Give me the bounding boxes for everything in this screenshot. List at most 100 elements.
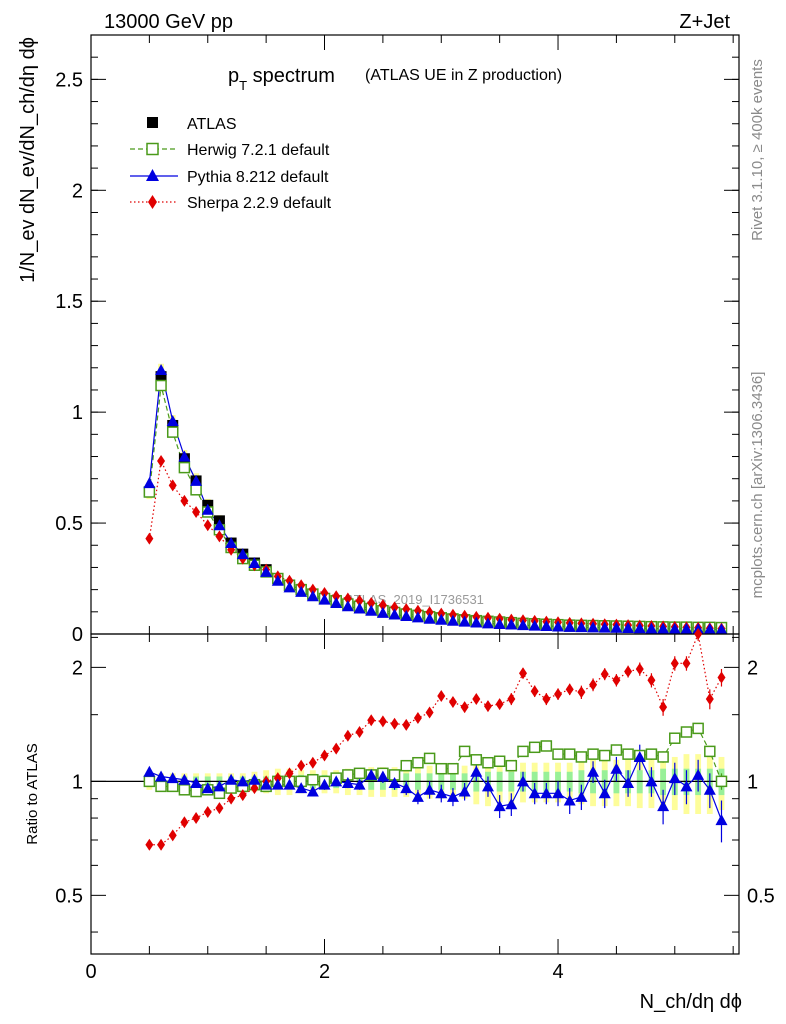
ratio-herwig-point bbox=[598, 749, 611, 762]
ratio-herwig-point bbox=[715, 775, 728, 788]
ratio-sherpa-point bbox=[192, 812, 201, 825]
ratio-pythia-point bbox=[657, 800, 670, 812]
main-pythia-point bbox=[470, 616, 483, 628]
ratio-pythia-point bbox=[318, 778, 331, 790]
ratio-pythia-point bbox=[587, 765, 600, 777]
main-pythia-point bbox=[587, 621, 600, 633]
main-pythia-point bbox=[271, 574, 284, 586]
main-pythia-point bbox=[458, 615, 471, 627]
ratio-pythia-point bbox=[341, 777, 354, 789]
ratio-sherpa-point bbox=[238, 789, 247, 802]
ratio-sherpa-point bbox=[530, 685, 539, 698]
main-ytick-label: 1 bbox=[72, 402, 83, 424]
main-pythia-point bbox=[680, 622, 693, 634]
ratio-herwig-point bbox=[622, 748, 634, 760]
ratio-pythia-point bbox=[703, 783, 716, 795]
ratio-sherpa-point bbox=[565, 683, 574, 696]
ratio-herwig-point bbox=[563, 748, 576, 760]
ratio-sherpa-point bbox=[647, 674, 656, 687]
ratio-pythia-point bbox=[248, 773, 261, 785]
main-sherpa-point bbox=[308, 583, 317, 596]
ratio-pythia-point bbox=[517, 775, 529, 787]
main-ylabel: 1/N_ev dN_ev/dN_ch/dη dϕ bbox=[17, 37, 39, 283]
ratio-herwig-point bbox=[435, 762, 448, 775]
ratio-pythia-point bbox=[633, 750, 646, 762]
ratio-ytick-label-left: 0.5 bbox=[55, 885, 83, 907]
ratio-herwig-point bbox=[143, 775, 156, 788]
main-pythia-point bbox=[236, 548, 249, 560]
main-pythia-point bbox=[388, 608, 401, 620]
main-pythia-point bbox=[155, 363, 168, 375]
ratio-pythia-point bbox=[236, 775, 249, 787]
legend-entry-sherpa: Sherpa 2.2.9 default bbox=[130, 195, 332, 212]
ratio-sherpa-point bbox=[378, 715, 387, 728]
ratio-pythia-point bbox=[225, 773, 238, 785]
main-sherpa-point bbox=[343, 592, 352, 605]
header-right-label: Z+Jet bbox=[679, 11, 730, 33]
main-pythia-point bbox=[423, 612, 436, 624]
main-pythia-point bbox=[376, 606, 389, 618]
ratio-herwig-point bbox=[505, 759, 518, 772]
ratio-sherpa-point bbox=[215, 802, 224, 815]
main-pythia-point bbox=[295, 585, 308, 597]
ratio-sherpa-point bbox=[507, 693, 516, 706]
ratio-herwig-point bbox=[178, 784, 191, 796]
ratio-sherpa-point bbox=[308, 756, 317, 769]
ratio-herwig-point bbox=[552, 748, 564, 760]
main-sherpa-point bbox=[203, 519, 212, 532]
main-series bbox=[143, 363, 728, 635]
ratio-herwig-point bbox=[540, 740, 553, 752]
ratio-herwig-point bbox=[307, 773, 319, 786]
main-pythia-point bbox=[657, 622, 670, 634]
ratio-sherpa-point bbox=[472, 693, 481, 706]
x-tick-label: 0 bbox=[85, 961, 96, 983]
ratio-pythia-point bbox=[213, 780, 226, 792]
ratio-sherpa-point bbox=[705, 693, 714, 706]
ratio-sherpa-point bbox=[682, 657, 691, 670]
main-pythia-point bbox=[633, 622, 646, 634]
main-sherpa-point bbox=[285, 574, 294, 587]
legend-label-herwig: Herwig 7.2.1 default bbox=[187, 142, 330, 159]
ratio-herwig-point bbox=[400, 759, 412, 772]
ratio-pythia-point bbox=[330, 775, 343, 787]
main-sherpa-point bbox=[168, 479, 177, 492]
title-paren: (ATLAS UE in Z production) bbox=[365, 67, 562, 84]
ratio-pythia-point bbox=[260, 778, 273, 790]
ratio-sherpa-point bbox=[589, 678, 598, 691]
ratio-pythia-point bbox=[423, 783, 436, 795]
ratio-pythia-point bbox=[283, 778, 296, 790]
ratio-pythia-point bbox=[575, 790, 588, 802]
ratio-herwig-point bbox=[482, 756, 494, 769]
ratio-sherpa-point bbox=[390, 717, 399, 730]
main-pythia-point bbox=[260, 565, 273, 577]
ratio-sherpa-point bbox=[437, 690, 446, 703]
ratio-sherpa-point bbox=[285, 767, 294, 780]
ratio-sherpa-point bbox=[554, 688, 563, 701]
ratio-pythia-point bbox=[353, 778, 366, 790]
ratio-pythia-point bbox=[563, 794, 576, 806]
ratio-ytick-label-right: 1 bbox=[747, 771, 758, 793]
main-pythia-point bbox=[166, 415, 179, 427]
ratio-herwig-point bbox=[657, 751, 669, 763]
ratio-panel: 0.5 0.5 1 1 2 2 bbox=[55, 628, 775, 955]
ratio-pythia-point bbox=[668, 772, 681, 784]
ratio-herwig-point bbox=[517, 745, 529, 758]
ratio-pythia-point bbox=[481, 780, 494, 792]
ratio-sherpa-point bbox=[460, 701, 469, 714]
ratio-sherpa-point bbox=[577, 686, 586, 699]
ratio-pythia-point bbox=[552, 787, 565, 799]
main-pythia-point bbox=[306, 590, 319, 602]
ratio-sherpa-point bbox=[355, 726, 364, 739]
main-pythia-point bbox=[248, 557, 261, 569]
legend-entry-atlas: ATLAS bbox=[147, 116, 237, 133]
main-pythia-point bbox=[446, 614, 459, 626]
main-sherpa-point bbox=[215, 530, 224, 543]
ratio-frame bbox=[90, 633, 740, 955]
ratio-series bbox=[143, 628, 728, 851]
ratio-herwig-point bbox=[692, 722, 704, 735]
ratio-sherpa-point bbox=[297, 759, 306, 772]
ratio-pythia-point bbox=[190, 777, 203, 789]
ratio-pythia-point bbox=[411, 790, 424, 802]
main-sherpa-point bbox=[332, 590, 341, 603]
ratio-pythia-point bbox=[365, 768, 378, 780]
